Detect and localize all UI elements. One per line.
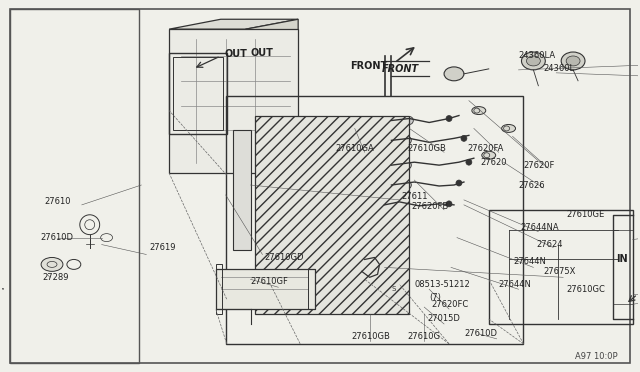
Circle shape [446, 116, 452, 122]
Bar [233, 131, 250, 250]
Text: 27610: 27610 [44, 198, 70, 206]
Polygon shape [246, 19, 298, 173]
Bar [10, 9, 140, 363]
Ellipse shape [502, 125, 516, 132]
Bar [169, 29, 298, 173]
Text: 27611: 27611 [401, 192, 428, 201]
Text: 27610D: 27610D [464, 329, 497, 339]
Text: 27644NA: 27644NA [520, 223, 559, 232]
Text: 27624: 27624 [536, 240, 563, 249]
Text: 27289: 27289 [42, 273, 68, 282]
Text: 27610GD: 27610GD [264, 253, 304, 262]
Circle shape [403, 181, 412, 189]
Circle shape [403, 161, 412, 169]
Text: 27610GB: 27610GB [352, 332, 390, 341]
Text: (7): (7) [429, 293, 441, 302]
Text: 27626: 27626 [518, 180, 545, 189]
Circle shape [456, 180, 462, 186]
Text: S: S [391, 286, 396, 292]
Text: 27619: 27619 [149, 243, 176, 252]
Text: 27620FA: 27620FA [467, 144, 503, 153]
Text: 27015D: 27015D [427, 314, 460, 324]
Text: 27644N: 27644N [513, 257, 547, 266]
Ellipse shape [522, 52, 545, 70]
Bar [255, 116, 410, 314]
Circle shape [461, 135, 467, 141]
Text: 27620FC: 27620FC [431, 299, 468, 309]
Text: 27620F: 27620F [524, 161, 555, 170]
Ellipse shape [444, 67, 464, 81]
Circle shape [405, 116, 413, 125]
Text: FRONT: FRONT [381, 64, 419, 74]
Bar [216, 269, 315, 309]
Text: A97 10:0P: A97 10:0P [575, 352, 618, 361]
Ellipse shape [41, 257, 63, 271]
Text: 27644N: 27644N [499, 280, 532, 289]
Text: 27610GF: 27610GF [250, 277, 289, 286]
Text: 24360L: 24360L [543, 64, 575, 73]
Text: 27675X: 27675X [543, 267, 576, 276]
Circle shape [466, 159, 472, 165]
Text: 27610GB: 27610GB [407, 144, 446, 153]
Ellipse shape [561, 52, 585, 70]
Ellipse shape [472, 107, 486, 115]
Bar [308, 269, 315, 309]
Circle shape [396, 285, 403, 293]
Bar [489, 210, 633, 324]
Text: 27610D: 27610D [40, 233, 73, 242]
Text: FRONT: FRONT [350, 61, 387, 71]
Text: 27620FB: 27620FB [412, 202, 449, 211]
Text: OUT: OUT [250, 48, 273, 58]
Bar [169, 53, 227, 134]
Text: 27610GE: 27610GE [566, 210, 604, 219]
Circle shape [396, 201, 403, 209]
Bar [173, 57, 223, 131]
Circle shape [403, 137, 412, 144]
Ellipse shape [482, 151, 495, 159]
Text: 27610GA: 27610GA [336, 144, 374, 153]
Ellipse shape [566, 56, 580, 66]
Bar [216, 264, 221, 314]
Text: IN: IN [616, 254, 627, 264]
Bar [226, 96, 524, 344]
Polygon shape [169, 19, 298, 29]
Text: 27610G: 27610G [407, 332, 440, 341]
Text: 27610GC: 27610GC [566, 285, 605, 294]
Text: 27620: 27620 [481, 158, 508, 167]
Text: 08513-51212: 08513-51212 [414, 280, 470, 289]
Circle shape [446, 201, 452, 207]
Text: 24360LA: 24360LA [518, 51, 556, 61]
Ellipse shape [527, 56, 540, 66]
Text: OUT: OUT [225, 49, 248, 59]
